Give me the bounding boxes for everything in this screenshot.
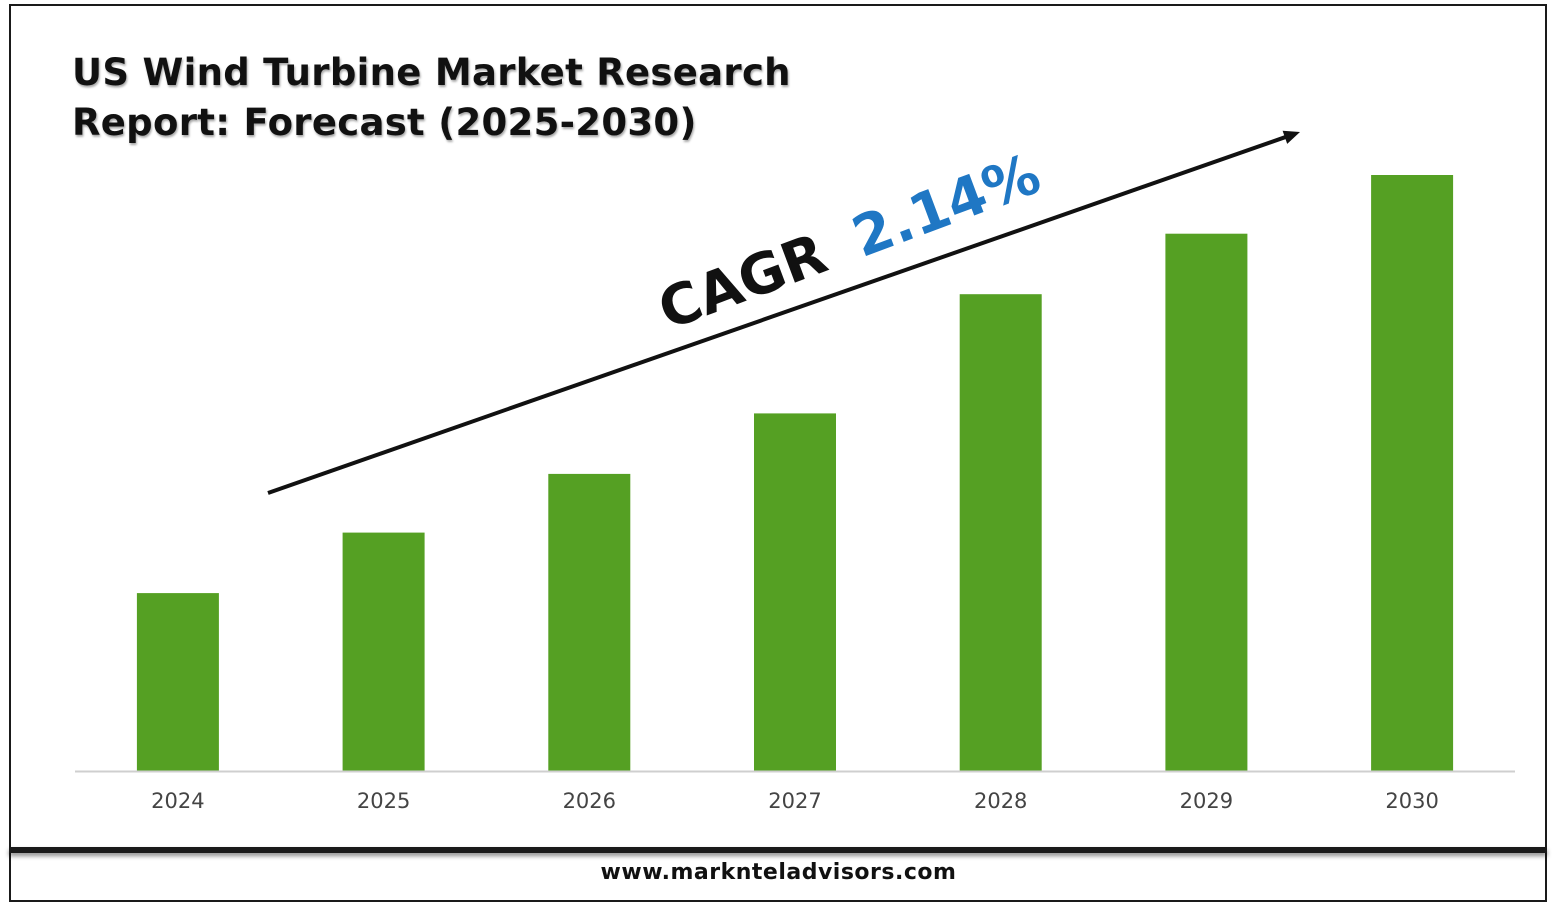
bars-layer (136, 175, 1454, 771)
x-tick-label-2026: 2026 (563, 789, 616, 813)
bar-2029 (1165, 233, 1248, 771)
bar-2024 (136, 593, 219, 771)
x-tick-label-2024: 2024 (151, 789, 204, 813)
footer-website: www.marknteladvisors.com (600, 860, 957, 885)
chart-title: US Wind Turbine Market Research Report: … (72, 48, 791, 148)
footer-divider (9, 847, 1547, 853)
x-tick-labels: 2024 2025 2026 2027 2028 2029 2030 (151, 789, 1439, 813)
bar-2028 (959, 294, 1042, 771)
x-tick-label-2029: 2029 (1180, 789, 1233, 813)
chart-title-line-2: Report: Forecast (2025-2030) (72, 101, 697, 144)
bar-2030 (1371, 175, 1454, 771)
trend-arrow-line (267, 134, 1289, 495)
cagr-value: 2.14% (844, 142, 1049, 271)
x-tick-label-2028: 2028 (974, 789, 1027, 813)
bar-2027 (754, 413, 836, 771)
x-tick-label-2027: 2027 (768, 789, 821, 813)
x-tick-label-2030: 2030 (1385, 789, 1438, 813)
trend-arrow-head (1282, 130, 1300, 144)
x-tick-label-2025: 2025 (357, 789, 410, 813)
bar-2026 (548, 473, 631, 771)
bar-2025 (342, 532, 425, 771)
chart-title-line-1: US Wind Turbine Market Research (72, 51, 791, 94)
trend-arrow (267, 130, 1300, 495)
